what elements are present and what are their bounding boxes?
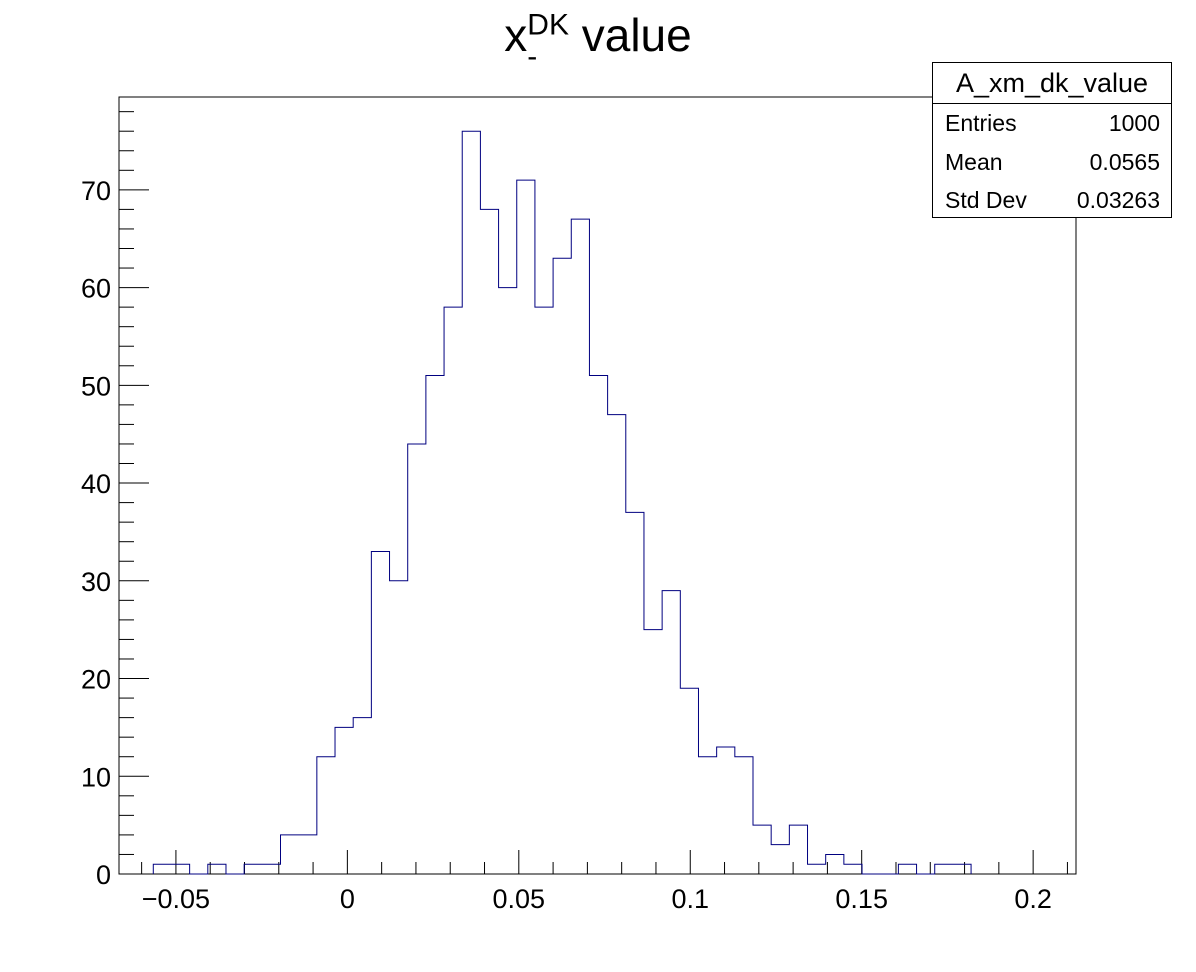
histogram-bin xyxy=(408,444,426,874)
chart-title: xDK - value xyxy=(0,8,1196,73)
x-tick-label: 0.15 xyxy=(835,884,888,914)
histogram-bin xyxy=(698,757,716,874)
histogram-bin xyxy=(480,209,498,874)
histogram-bin xyxy=(353,718,371,874)
histogram-bin xyxy=(753,825,771,874)
histogram-bin xyxy=(299,835,317,874)
histogram-bin xyxy=(662,591,680,874)
y-tick-label: 20 xyxy=(81,665,111,695)
histogram-bin xyxy=(371,551,389,874)
histogram-bin xyxy=(935,864,953,874)
y-tick-label: 70 xyxy=(81,176,111,206)
histogram-bin xyxy=(680,688,698,874)
histogram-bin xyxy=(462,131,480,874)
plot-frame xyxy=(118,96,1077,875)
x-tick-label: 0.05 xyxy=(493,884,546,914)
title-scripts: DK - xyxy=(527,8,569,73)
histogram-bin xyxy=(717,747,735,874)
histogram-bin xyxy=(571,219,589,874)
histogram-bin xyxy=(553,258,571,874)
y-tick-label: 30 xyxy=(81,567,111,597)
histogram-bin xyxy=(608,415,626,874)
y-tick-label: 40 xyxy=(81,469,111,499)
histogram-bin xyxy=(626,512,644,874)
y-tick-label: 0 xyxy=(96,860,111,890)
histogram-bin xyxy=(444,307,462,874)
histogram-bin xyxy=(499,288,517,874)
histogram-bin xyxy=(771,845,789,874)
histogram-bin xyxy=(735,757,753,874)
y-tick-label: 10 xyxy=(81,762,111,792)
histogram-bin xyxy=(826,854,844,874)
histogram-bin xyxy=(317,757,335,874)
stats-value: 0.03263 xyxy=(1076,187,1160,213)
y-tick-label: 60 xyxy=(81,274,111,304)
stats-row-stddev: Std Dev 0.03263 xyxy=(933,181,1171,220)
stats-row-entries: Entries 1000 xyxy=(933,104,1171,143)
histogram-bins xyxy=(153,131,971,874)
stats-row-mean: Mean 0.0565 xyxy=(933,143,1171,182)
y-axis: 0 10 20 30 40 50 60 70 xyxy=(81,111,149,890)
histogram-bin xyxy=(244,864,262,874)
title-main: x xyxy=(504,9,528,61)
histogram-outline xyxy=(152,130,972,875)
stats-value: 1000 xyxy=(1108,110,1160,136)
stats-value: 0.0565 xyxy=(1089,148,1160,175)
histogram-bin xyxy=(953,864,971,874)
x-tick-label: 0.2 xyxy=(1014,884,1052,914)
histogram-bin xyxy=(281,835,299,874)
histogram-bin xyxy=(262,864,280,874)
histogram-bin xyxy=(535,307,553,874)
x-tick-label: −0.05 xyxy=(142,884,210,914)
title-subscript: - xyxy=(527,40,538,73)
histogram-bin xyxy=(426,376,444,874)
title-suffix: value xyxy=(568,9,692,61)
histogram-bin xyxy=(844,864,862,874)
histogram-bin xyxy=(390,581,408,874)
histogram-bin xyxy=(171,864,189,874)
stats-box-name: A_xm_dk_value xyxy=(933,63,1171,104)
stats-label: Entries xyxy=(945,110,1017,136)
stats-label: Mean xyxy=(945,148,1003,175)
histogram-bin xyxy=(153,864,171,874)
histogram-bin xyxy=(589,376,607,874)
x-tick-label: 0.1 xyxy=(671,884,709,914)
histogram-bin xyxy=(644,630,662,874)
histogram-bin xyxy=(335,727,353,874)
stats-box: A_xm_dk_value Entries 1000 Mean 0.0565 S… xyxy=(932,62,1172,218)
x-tick-label: 0 xyxy=(340,884,355,914)
histogram-bin xyxy=(808,864,826,874)
title-superscript: DK xyxy=(527,8,569,42)
stats-label: Std Dev xyxy=(945,187,1027,213)
histogram-bin xyxy=(898,864,916,874)
histogram-bin xyxy=(517,180,535,874)
y-tick-label: 50 xyxy=(81,371,111,401)
histogram-bin xyxy=(789,825,807,874)
